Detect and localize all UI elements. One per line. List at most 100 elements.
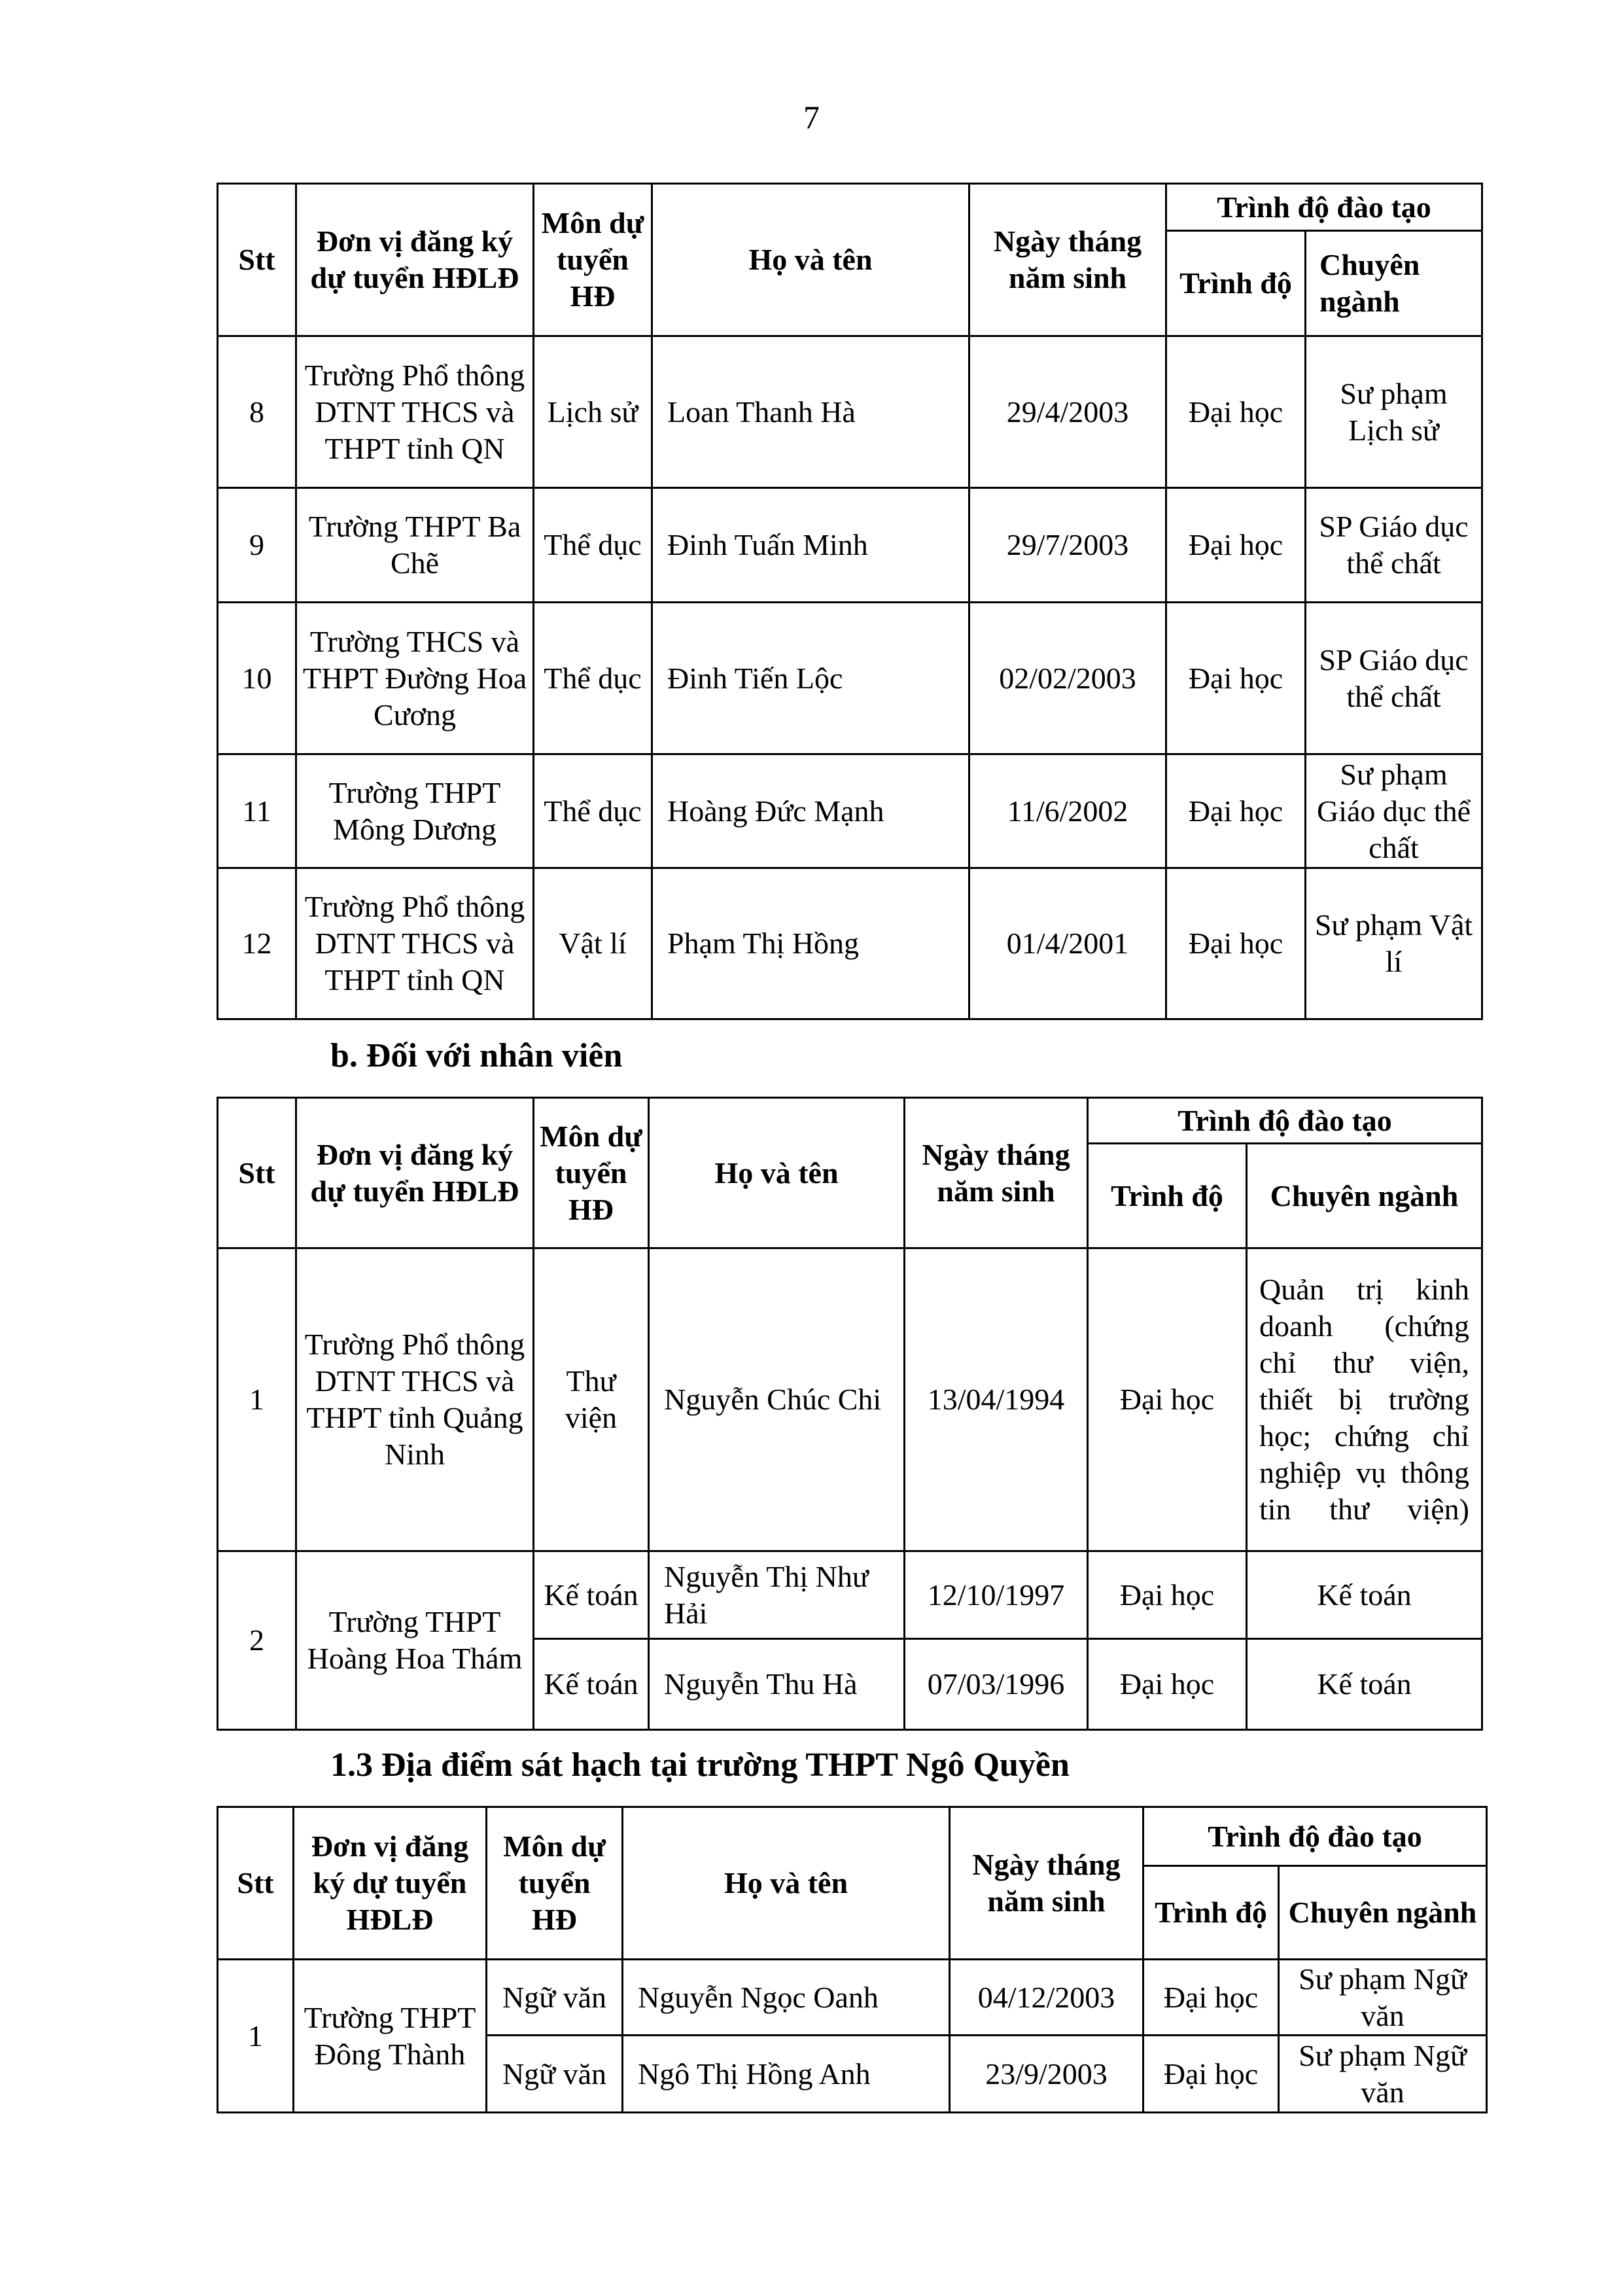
cell-name: Đinh Tuấn Minh — [651, 487, 970, 603]
header-major: Chuyên ngành — [1304, 230, 1483, 337]
cell-major: Sư phạm Ngữ văn — [1278, 2034, 1488, 2113]
cell-stt: 2 — [217, 1550, 297, 1731]
cell-name: Nguyễn Chúc Chi — [648, 1247, 905, 1552]
header-training: Trình độ đào tạo — [1142, 1806, 1488, 1867]
section-heading-venue: 1.3 Địa điểm sát hạch tại trường THPT Ng… — [330, 1746, 1070, 1784]
cell-level: Đại học — [1142, 1958, 1280, 2036]
table-row: Ngữ văn Ngô Thị Hồng Anh 23/9/2003 Đại h… — [218, 2034, 1488, 2113]
cell-unit: Trường THPT Đông Thành — [292, 1958, 487, 2113]
cell-level: Đại học — [1087, 1638, 1248, 1731]
section-heading-staff: b. Đối với nhân viên — [330, 1037, 623, 1074]
header-dob: Ngày tháng năm sinh — [903, 1097, 1089, 1249]
header-unit: Đơn vị đăng ký dự tuyển HĐLĐ — [292, 1806, 487, 1960]
table-row: 1 Trường Phổ thông DTNT THCS và THPT tỉn… — [217, 1247, 1483, 1552]
cell-name: Ngô Thị Hồng Anh — [621, 2034, 951, 2113]
cell-subject: Thể dục — [532, 753, 653, 869]
cell-unit: Trường Phổ thông DTNT THCS và THPT tỉnh … — [295, 867, 534, 1020]
cell-dob: 07/03/1996 — [903, 1638, 1089, 1731]
cell-dob: 12/10/1997 — [903, 1550, 1089, 1640]
table-row: 1 Trường THPT Đông Thành Ngữ văn Nguyễn … — [217, 1958, 1488, 2113]
cell-level: Đại học — [1165, 487, 1306, 603]
cell-stt: 12 — [217, 867, 297, 1020]
cell-subject: Thể dục — [532, 487, 653, 603]
table-row: Kế toán Nguyễn Thu Hà 07/03/1996 Đại học… — [218, 1638, 1483, 1731]
header-major: Chuyên ngành — [1278, 1865, 1488, 1960]
header-stt: Stt — [217, 183, 297, 337]
header-level: Trình độ — [1142, 1865, 1280, 1960]
header-name: Họ và tên — [651, 183, 970, 337]
cell-level: Đại học — [1165, 753, 1306, 869]
cell-subject: Thể dục — [532, 601, 653, 755]
cell-unit: Trường THPT Mông Dương — [295, 753, 534, 869]
cell-unit: Trường Phổ thông DTNT THCS và THPT tỉnh … — [295, 1247, 534, 1552]
cell-dob: 01/4/2001 — [968, 867, 1167, 1020]
cell-level: Đại học — [1087, 1550, 1248, 1640]
cell-unit: Trường THCS và THPT Đường Hoa Cương — [295, 601, 534, 755]
candidates-table-teachers: Stt Đơn vị đăng ký dự tuyển HĐLĐ Môn dự … — [217, 183, 1483, 1020]
header-stt: Stt — [217, 1097, 297, 1249]
header-dob: Ngày tháng năm sinh — [949, 1806, 1144, 1960]
cell-stt: 9 — [217, 487, 297, 603]
header-subject: Môn dự tuyển HĐ — [532, 1097, 650, 1249]
header-training: Trình độ đào tạo — [1087, 1097, 1483, 1144]
table-row: 2 Trường THPT Hoàng Hoa Thám Kế toán Ngu… — [217, 1550, 1483, 1731]
cell-level: Đại học — [1165, 335, 1306, 489]
cell-subject: Ngữ văn — [485, 2034, 623, 2113]
cell-subject: Kế toán — [532, 1550, 650, 1640]
table-row: 11 Trường THPT Mông Dương Thể dục Hoàng … — [217, 753, 1483, 869]
cell-level: Đại học — [1165, 601, 1306, 755]
cell-dob: 23/9/2003 — [949, 2034, 1144, 2113]
cell-name: Đinh Tiến Lộc — [651, 601, 970, 755]
cell-level: Đại học — [1087, 1247, 1248, 1552]
cell-name: Phạm Thị Hồng — [651, 867, 970, 1020]
cell-name: Nguyễn Thu Hà — [648, 1638, 905, 1731]
cell-unit: Trường THPT Ba Chẽ — [295, 487, 534, 603]
cell-dob: 13/04/1994 — [903, 1247, 1089, 1552]
table-row: 10 Trường THCS và THPT Đường Hoa Cương T… — [217, 601, 1483, 755]
header-subject: Môn dự tuyển HĐ — [485, 1806, 623, 1960]
cell-stt: 10 — [217, 601, 297, 755]
cell-name: Nguyễn Ngọc Oanh — [621, 1958, 951, 2036]
header-unit: Đơn vị đăng ký dự tuyển HĐLĐ — [295, 1097, 534, 1249]
table-row: 8 Trường Phổ thông DTNT THCS và THPT tỉn… — [217, 335, 1483, 489]
header-stt: Stt — [217, 1806, 294, 1960]
cell-major: Kế toán — [1246, 1638, 1483, 1731]
header-level: Trình độ — [1165, 230, 1306, 337]
cell-stt: 11 — [217, 753, 297, 869]
cell-major: Sư phạm Lịch sử — [1304, 335, 1483, 489]
page-number: 7 — [803, 99, 820, 135]
cell-dob: 29/4/2003 — [968, 335, 1167, 489]
cell-unit: Trường Phổ thông DTNT THCS và THPT tỉnh … — [295, 335, 534, 489]
header-unit: Đơn vị đăng ký dự tuyển HĐLĐ — [295, 183, 534, 337]
candidates-table-staff: Stt Đơn vị đăng ký dự tuyển HĐLĐ Môn dự … — [217, 1097, 1483, 1731]
cell-level: Đại học — [1142, 2034, 1280, 2113]
cell-dob: 04/12/2003 — [949, 1958, 1144, 2036]
cell-level: Đại học — [1165, 867, 1306, 1020]
header-training: Trình độ đào tạo — [1165, 183, 1483, 232]
cell-dob: 11/6/2002 — [968, 753, 1167, 869]
cell-dob: 29/7/2003 — [968, 487, 1167, 603]
header-name: Họ và tên — [648, 1097, 905, 1249]
cell-subject: Thư viện — [532, 1247, 650, 1552]
cell-name: Loan Thanh Hà — [651, 335, 970, 489]
cell-name: Hoàng Đức Mạnh — [651, 753, 970, 869]
header-level: Trình độ — [1087, 1142, 1248, 1249]
cell-name: Nguyễn Thị Như Hải — [648, 1550, 905, 1640]
cell-subject: Ngữ văn — [485, 1958, 623, 2036]
cell-subject: Kế toán — [532, 1638, 650, 1731]
cell-unit: Trường THPT Hoàng Hoa Thám — [295, 1550, 534, 1731]
cell-major: Sư phạm Vật lí — [1304, 867, 1483, 1020]
cell-major: SP Giáo dục thể chất — [1304, 487, 1483, 603]
header-subject: Môn dự tuyển HĐ — [532, 183, 653, 337]
candidates-table-ngo-quyen: Stt Đơn vị đăng ký dự tuyển HĐLĐ Môn dự … — [217, 1806, 1488, 2113]
cell-major: Kế toán — [1246, 1550, 1483, 1640]
header-dob: Ngày tháng năm sinh — [968, 183, 1167, 337]
table-row: 12 Trường Phổ thông DTNT THCS và THPT tỉ… — [217, 867, 1483, 1020]
cell-major: SP Giáo dục thể chất — [1304, 601, 1483, 755]
cell-major: Quản trị kinh doanh (chứng chỉ thư viện,… — [1246, 1247, 1483, 1552]
cell-major: Sư phạm Ngữ văn — [1278, 1958, 1488, 2036]
cell-major: Sư phạm Giáo dục thể chất — [1304, 753, 1483, 869]
cell-subject: Lịch sử — [532, 335, 653, 489]
header-major: Chuyên ngành — [1246, 1142, 1483, 1249]
table-row: 9 Trường THPT Ba Chẽ Thể dục Đinh Tuấn M… — [217, 487, 1483, 603]
